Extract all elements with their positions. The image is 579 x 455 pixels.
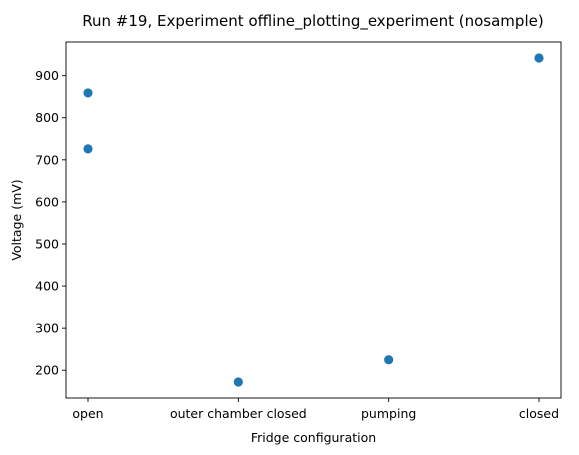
y-tick-label: 400 [35, 279, 59, 294]
x-tick-label: open [72, 406, 103, 421]
x-axis-ticks: open outer chamber closed pumping closed [72, 398, 559, 421]
y-tick-label: 600 [35, 194, 59, 209]
y-tick-label: 200 [35, 363, 59, 378]
y-tick-label: 800 [35, 110, 59, 125]
x-tick-label: outer chamber closed [170, 406, 307, 421]
x-tick-label: pumping [361, 406, 416, 421]
y-tick-label: 500 [35, 236, 59, 251]
x-tick-label: closed [519, 406, 559, 421]
data-point [233, 377, 243, 387]
x-axis-label: Fridge configuration [251, 430, 376, 445]
data-point [83, 88, 93, 98]
chart-title: Run #19, Experiment offline_plotting_exp… [82, 12, 543, 31]
y-tick-label: 300 [35, 321, 59, 336]
data-point [83, 144, 93, 154]
data-point [534, 53, 544, 63]
plot-frame [65, 41, 562, 399]
y-axis-ticks: 200 300 400 500 600 700 800 900 [35, 68, 66, 378]
y-axis-label: Voltage (mV) [9, 179, 24, 260]
y-tick-label: 900 [35, 68, 59, 83]
data-point [384, 355, 394, 365]
y-tick-label: 700 [35, 152, 59, 167]
data-points [83, 53, 544, 387]
